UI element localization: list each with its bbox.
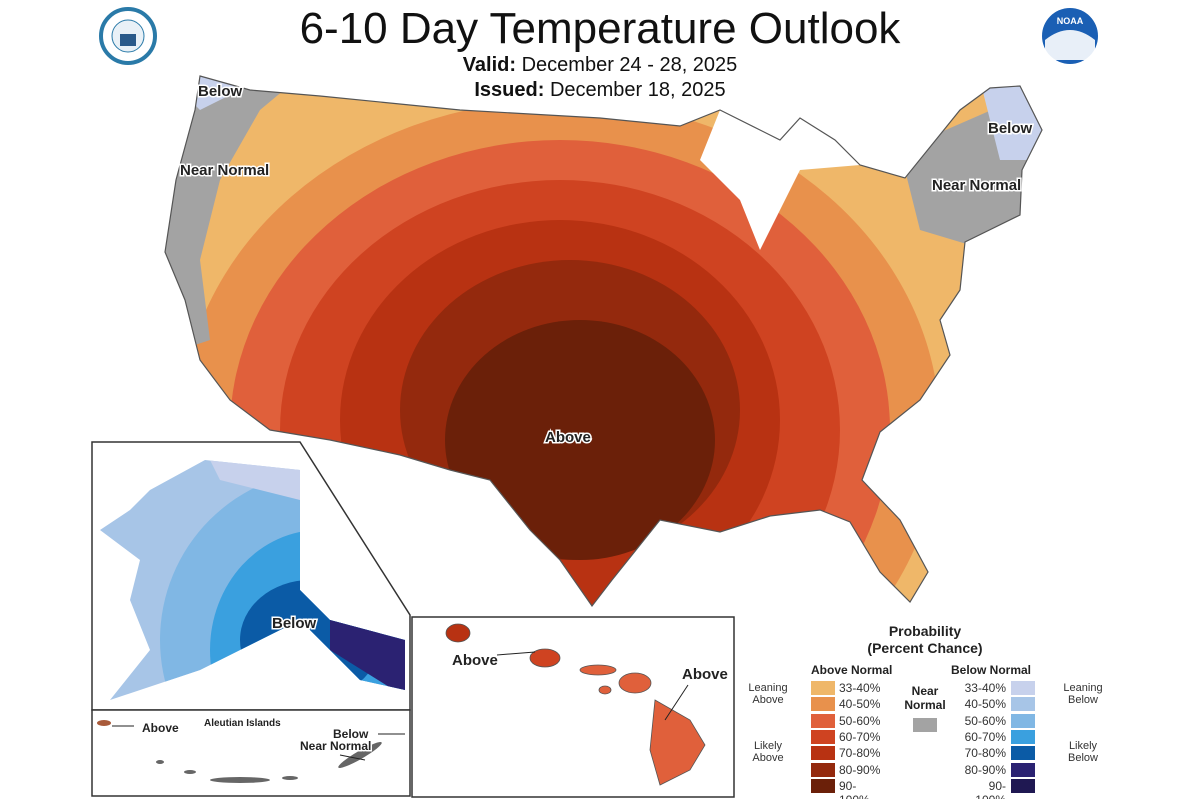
issued-label: Issued: [474,79,545,101]
leaning-below-label: Leaning Below [1063,682,1103,706]
below-range-label: 70-80% [964,746,1006,761]
leader-line [664,684,689,721]
band-90-100 [445,320,715,560]
label-hawaii-above-1: Above [452,652,498,669]
above-swatch [811,681,835,695]
label-aleutian-near-normal: Near Normal [300,739,371,753]
label-west-near-normal: Near Normal [180,162,269,179]
issued-date: Issued: December 18, 2025 [0,79,1200,102]
leaning-above-label: Leaning Above [748,682,788,706]
below-swatch [1011,681,1035,695]
near-normal-swatch [913,718,937,732]
above-swatch [811,746,835,761]
above-normal-header: Above Normal [811,663,893,677]
valid-label: Valid: [462,54,517,76]
label-aleutian-title: Aleutian Islands [204,718,281,729]
above-range-label: 70-80% [839,746,881,761]
label-aleutian-above: Above [142,721,179,735]
below-swatch [1011,713,1035,728]
below-normal-header: Below Normal [951,663,1032,677]
leader-line [496,651,536,656]
legend-title-1: Probability [888,623,962,639]
near-normal-west [165,76,320,360]
below-range-label: 60-70% [964,729,1006,744]
below-range-label: 50-60% [964,713,1006,728]
above-swatch [811,729,835,744]
label-conus-above: Above [545,429,591,446]
hawaii-islands [445,623,706,786]
above-swatch [811,762,835,777]
label-hawaii-above-2: Above [682,666,728,683]
below-range-label: 80-90% [964,762,1006,777]
below-range-label: 40-50% [964,697,1006,712]
above-range-label: 33-40% [839,681,881,695]
noaa-logo: NOAA [1042,8,1098,64]
aleutian-islands [97,720,382,783]
legend-title-2: (Percent Chance) [867,640,983,656]
below-swatch [1011,778,1035,793]
likely-above-label: Likely Above [752,740,784,764]
valid-dates: Valid: December 24 - 28, 2025 [0,54,1200,77]
svg-text:NOAA: NOAA [1057,16,1084,26]
label-aleutian-below: Below [333,727,369,741]
page-title: 6-10 Day Temperature Outlook [299,4,901,53]
above-swatch [811,778,835,793]
issued-value: December 18, 2025 [549,79,726,101]
above-range-label: 90-100% [839,778,870,799]
above-range-label: 60-70% [839,729,881,744]
below-swatch [1011,729,1035,744]
near-normal-label: Near Normal [904,684,946,712]
commerce-seal-logo [99,7,157,65]
above-range-label: 40-50% [839,697,881,712]
below-range-label: 33-40% [964,681,1006,695]
label-alaska-below: Below [272,615,317,632]
below-swatch [1011,762,1035,777]
label-nw-below: Below [198,83,243,100]
below-swatch [1011,746,1035,761]
above-swatch [811,713,835,728]
above-range-label: 50-60% [839,713,881,728]
great-lakes [700,110,860,250]
likely-below-label: Likely Below [1068,740,1098,764]
below-northwest [165,76,260,110]
above-range-label: 80-90% [839,762,881,777]
conus-outline [164,75,1043,608]
above-swatch [811,697,835,712]
label-ne-below: Below [988,120,1033,137]
label-ne-near-normal: Near Normal [932,177,1021,194]
below-range-label: 90-100% [975,778,1006,799]
below-swatch [1011,697,1035,712]
valid-value: December 24 - 28, 2025 [521,54,738,76]
